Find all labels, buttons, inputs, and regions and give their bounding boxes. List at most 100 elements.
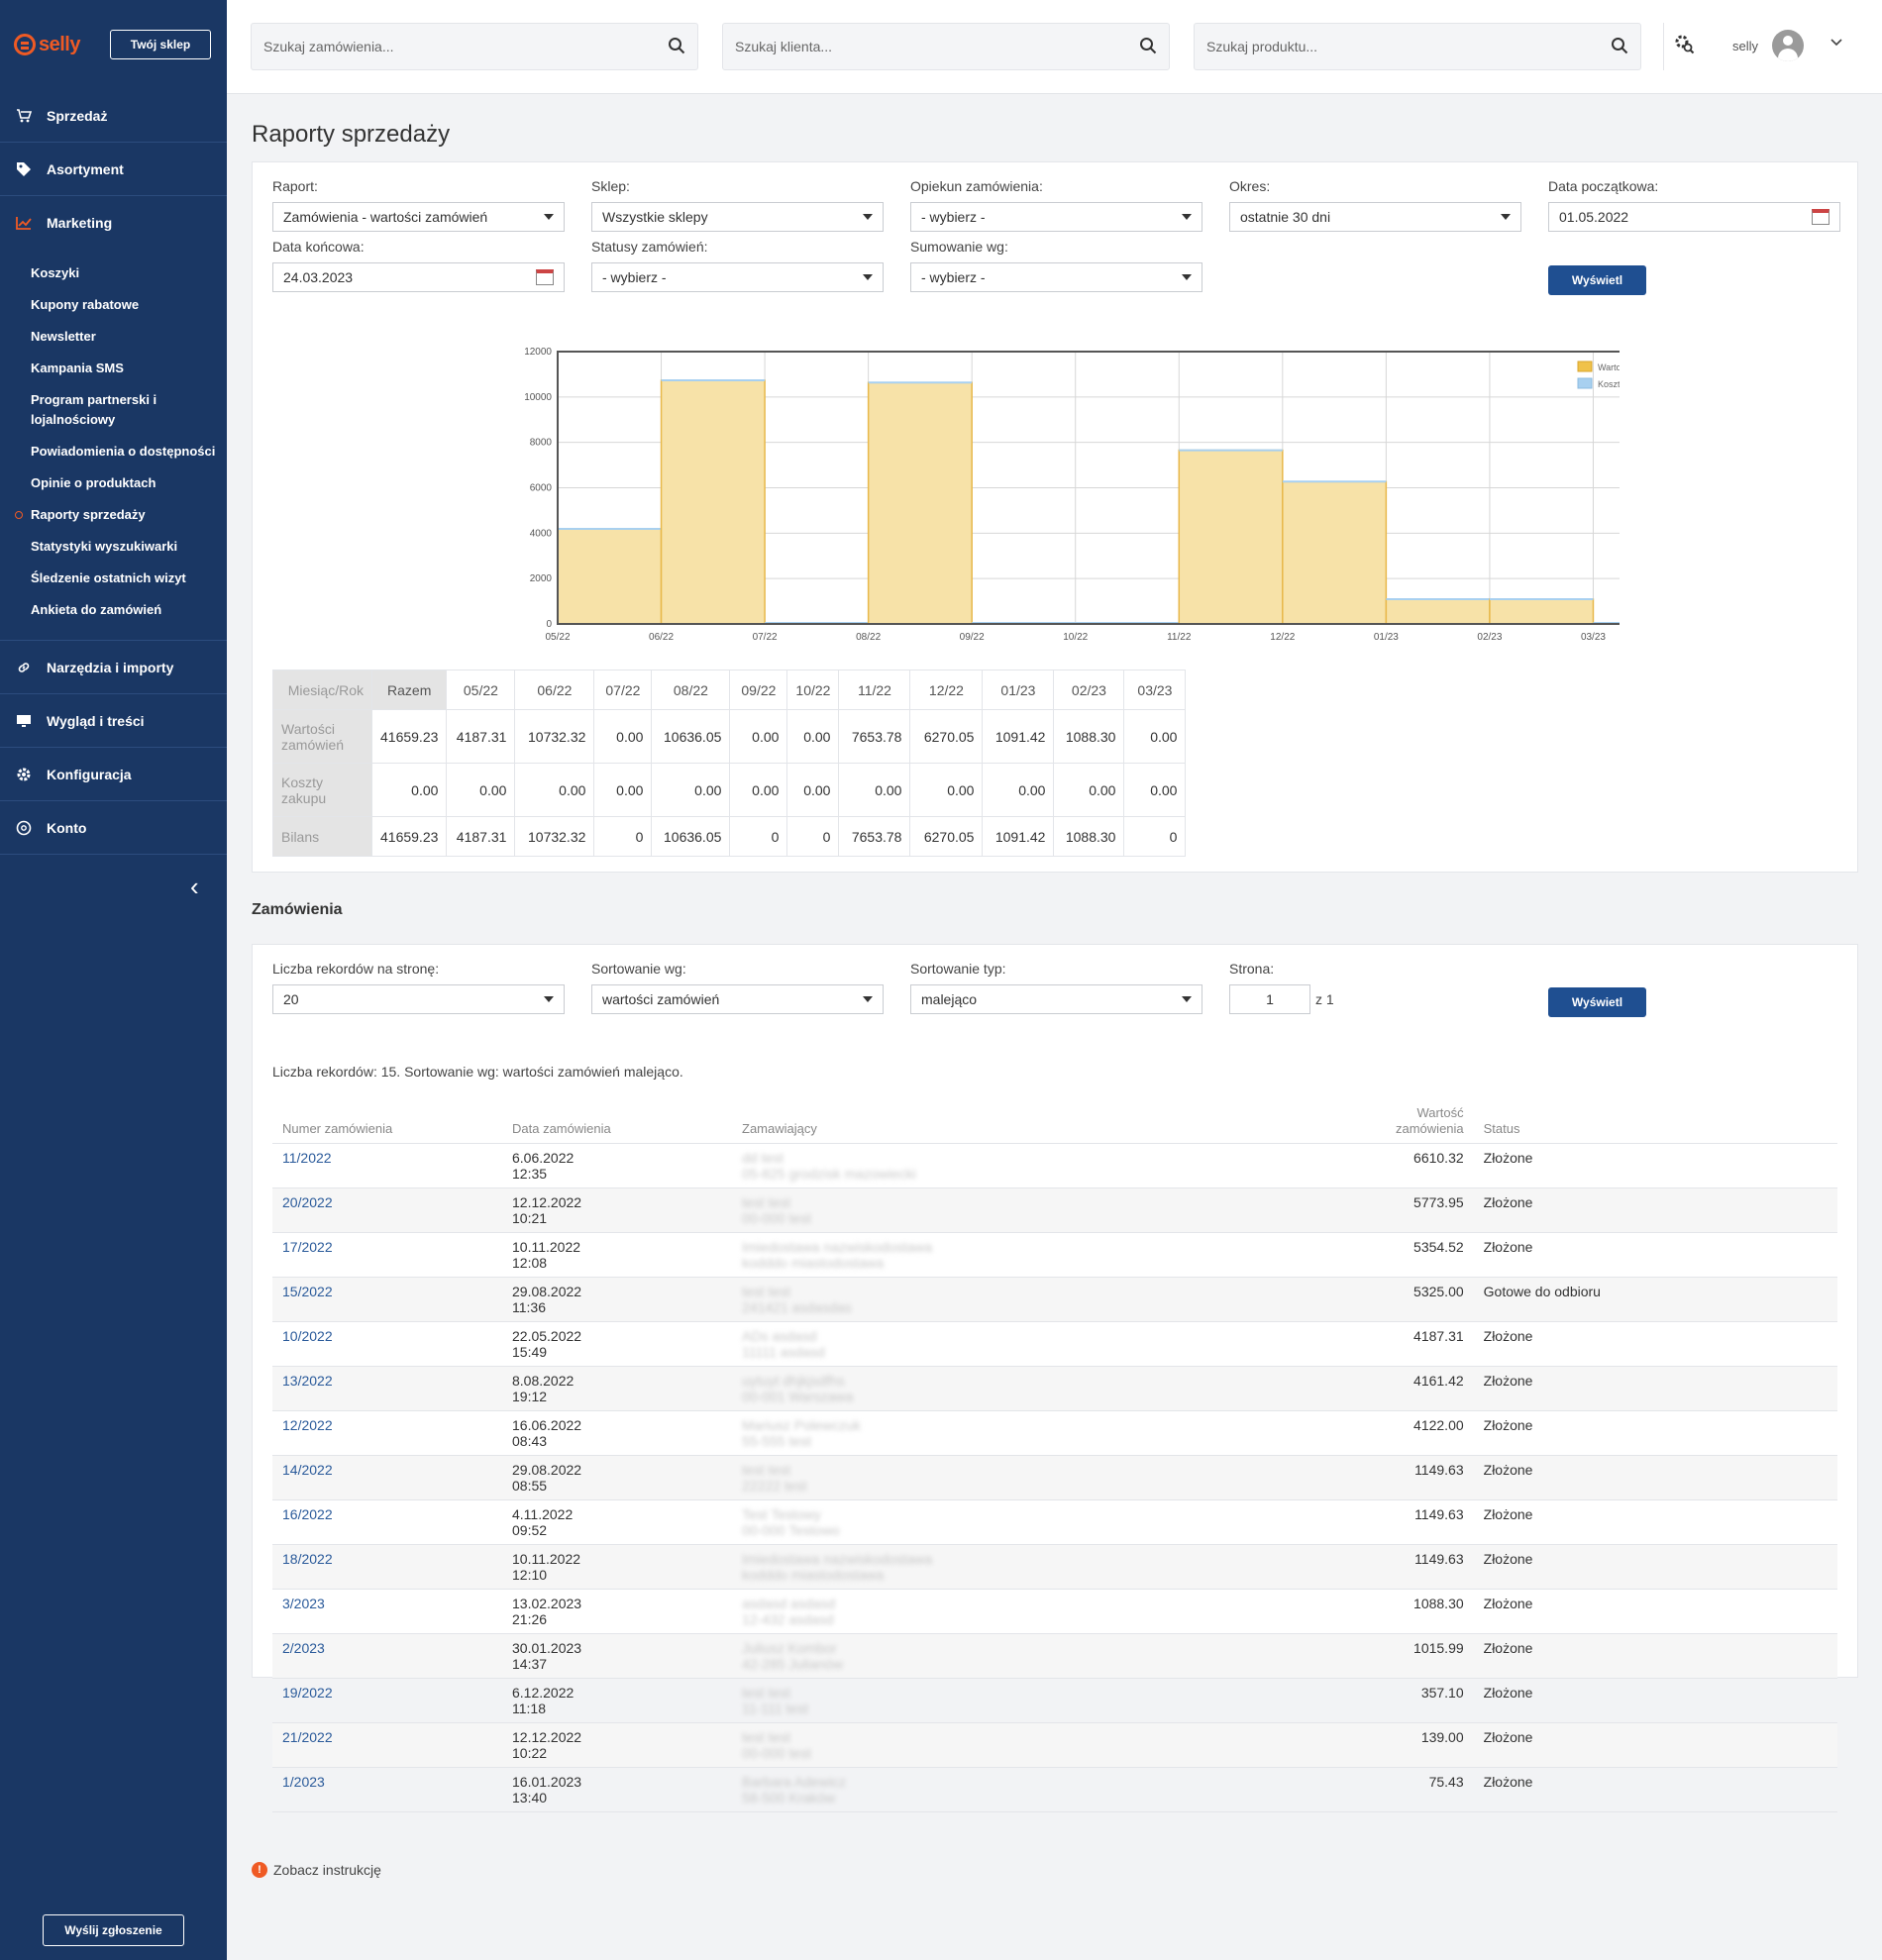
order-number-link[interactable]: 10/2022 xyxy=(272,1321,502,1367)
send-report-button[interactable]: Wyślij zgłoszenie xyxy=(43,1914,184,1946)
sidebar-item-marketing[interactable]: Marketing xyxy=(0,196,227,250)
order-date: 10.11.2022 xyxy=(512,1551,581,1567)
sort-select[interactable]: wartości zamówień xyxy=(591,984,884,1014)
info-icon: ! xyxy=(252,1862,267,1878)
order-number-link[interactable]: 2/2023 xyxy=(272,1633,502,1679)
table-row[interactable]: 15/2022 29.08.2022 11:36 test test 241421 as… xyxy=(272,1277,1837,1322)
order-date: 10.11.2022 xyxy=(512,1239,581,1255)
period-select[interactable]: ostatnie 30 dni xyxy=(1229,202,1521,232)
order-number-link[interactable]: 16/2022 xyxy=(272,1499,502,1545)
table-row[interactable]: 12/2022 16.06.2022 08:43 Mariusz Polewczuk 5… xyxy=(272,1410,1837,1456)
order-number-link[interactable]: 19/2022 xyxy=(272,1678,502,1723)
submenu-item-survey[interactable]: Ankieta do zamówień xyxy=(31,602,162,617)
x-tick-label: 12/22 xyxy=(1270,632,1295,643)
search-product-input[interactable] xyxy=(1206,39,1611,54)
order-number-link[interactable]: 18/2022 xyxy=(272,1544,502,1590)
sidebar-item-assortment[interactable]: Asortyment xyxy=(0,143,227,196)
search-icon[interactable] xyxy=(1139,37,1157,57)
table-row[interactable]: 20/2022 12.12.2022 10:21 test test 00-000 te… xyxy=(272,1187,1837,1233)
search-client-input[interactable] xyxy=(735,39,1139,54)
show-report-button[interactable]: Wyświetl xyxy=(1548,265,1646,295)
keeper-select[interactable]: - wybierz - xyxy=(910,202,1202,232)
search-orders-input[interactable] xyxy=(263,39,668,54)
order-number-link[interactable]: 14/2022 xyxy=(272,1455,502,1500)
period-field: Okres: ostatnie 30 dni xyxy=(1229,178,1521,232)
report-select[interactable]: Zamówienia - wartości zamówień xyxy=(272,202,565,232)
summary-cell: 0.00 xyxy=(729,763,788,817)
sidebar-item-label: Marketing xyxy=(47,215,113,231)
user-menu[interactable]: selly xyxy=(1732,30,1805,61)
customer-cell: Barbara Adewicz 58-500 Kraków xyxy=(732,1767,1386,1812)
user-name: selly xyxy=(1732,38,1759,53)
calendar-icon[interactable] xyxy=(1812,209,1830,225)
table-row[interactable]: 16/2022 4.11.2022 09:52 Test Testowy 00-000 … xyxy=(272,1499,1837,1545)
order-number-link[interactable]: 21/2022 xyxy=(272,1722,502,1768)
table-row[interactable]: 14/2022 29.08.2022 08:55 test test 22222 tes… xyxy=(272,1455,1837,1500)
table-row[interactable]: 3/2023 13.02.2023 21:26 asdasd asdasd 12-432… xyxy=(272,1589,1837,1634)
sidebar-item-configuration[interactable]: Konfiguracja xyxy=(0,748,227,801)
summary-header-cell: 02/23 xyxy=(1053,670,1125,710)
table-row[interactable]: 17/2022 10.11.2022 12:08 Imiedostawa nazwis… xyxy=(272,1232,1837,1278)
submenu-item-search-stats[interactable]: Statystyki wyszukiwarki xyxy=(31,539,178,554)
page-input[interactable]: 1 xyxy=(1229,984,1310,1014)
logo[interactable]: selly xyxy=(14,34,80,56)
sidebar-item-sales[interactable]: Sprzedaż xyxy=(0,89,227,143)
shop-select[interactable]: Wszystkie sklepy xyxy=(591,202,884,232)
table-row[interactable]: 21/2022 12.12.2022 10:22 test test 00-000 te… xyxy=(272,1722,1837,1768)
submenu-item-loyalty[interactable]: Program partnerski i lojalnościowy xyxy=(31,392,157,427)
submenu-item-sms[interactable]: Kampania SMS xyxy=(31,361,124,375)
search-orders xyxy=(251,23,698,70)
submenu-item-reviews[interactable]: Opinie o produktach xyxy=(31,475,157,490)
sidebar-item-appearance[interactable]: Wygląd i treści xyxy=(0,694,227,748)
customer-address: 12-432 asdasd xyxy=(742,1611,834,1627)
table-row[interactable]: 18/2022 10.11.2022 12:10 Imiedostawa nazwis… xyxy=(272,1544,1837,1590)
per-page-select[interactable]: 20 xyxy=(272,984,565,1014)
order-number-link[interactable]: 1/2023 xyxy=(272,1767,502,1812)
chevron-down-icon[interactable] xyxy=(1830,34,1842,50)
sidebar-item-tools[interactable]: Narzędzia i importy xyxy=(0,641,227,694)
order-number-link[interactable]: 15/2022 xyxy=(272,1277,502,1322)
order-number-link[interactable]: 3/2023 xyxy=(272,1589,502,1634)
order-number-link[interactable]: 20/2022 xyxy=(272,1187,502,1233)
order-number-link[interactable]: 13/2022 xyxy=(272,1366,502,1411)
collapse-sidebar-icon[interactable]: ‹ xyxy=(190,872,199,901)
summary-row-values: Wartości zamówień 41659.23 4187.31 10732… xyxy=(272,709,1187,764)
end-date-input[interactable]: 24.03.2023 xyxy=(272,262,565,292)
calendar-icon[interactable] xyxy=(536,269,554,285)
show-orders-button[interactable]: Wyświetl xyxy=(1548,987,1646,1017)
search-icon[interactable] xyxy=(668,37,685,57)
submenu-item-availability[interactable]: Powiadomienia o dostępności xyxy=(31,444,216,459)
table-row[interactable]: 11/2022 6.06.2022 12:35 dd test 05-825 grodz… xyxy=(272,1143,1837,1188)
submenu-item-visits[interactable]: Śledzenie ostatnich wizyt xyxy=(31,570,186,585)
submenu-item-carts[interactable]: Koszyki xyxy=(31,265,80,280)
order-number: 1/2023 xyxy=(282,1774,325,1790)
sum-select[interactable]: - wybierz - xyxy=(910,262,1202,292)
status-select[interactable]: - wybierz - xyxy=(591,262,884,292)
summary-cell: 0 xyxy=(786,816,840,857)
summary-cell: 10732.32 xyxy=(514,709,595,764)
your-shop-button[interactable]: Twój sklep xyxy=(109,30,211,59)
table-row[interactable]: 1/2023 16.01.2023 13:40 Barbara Adewicz 58-5… xyxy=(272,1767,1837,1812)
sidebar-item-account[interactable]: Konto xyxy=(0,801,227,855)
table-row[interactable]: 19/2022 6.12.2022 11:18 test test 11-111 tes… xyxy=(272,1678,1837,1723)
table-row[interactable]: 13/2022 8.08.2022 19:12 uytuyt dhjkjsdfhs 00… xyxy=(272,1366,1837,1411)
submenu-item-sales-reports[interactable]: Raporty sprzedaży xyxy=(0,499,227,531)
start-date-input[interactable]: 01.05.2022 xyxy=(1548,202,1840,232)
submenu-item-coupons[interactable]: Kupony rabatowe xyxy=(31,297,140,312)
summary-header-cell: 11/22 xyxy=(838,670,911,710)
keeper-field: Opiekun zamówienia: - wybierz - xyxy=(910,178,1202,232)
order-date-cell: 12.12.2022 10:22 xyxy=(502,1722,732,1768)
sort-type-select[interactable]: malejąco xyxy=(910,984,1202,1014)
table-row[interactable]: 2/2023 30.01.2023 14:37 Juliusz Kombor 42-28… xyxy=(272,1633,1837,1679)
submenu-item-newsletter[interactable]: Newsletter xyxy=(31,329,96,344)
summary-row-label: Bilans xyxy=(272,816,372,857)
table-row[interactable]: 10/2022 22.05.2022 15:49 ADs asdasd 11111 as… xyxy=(272,1321,1837,1367)
instructions-link[interactable]: ! Zobacz instrukcję xyxy=(252,1862,381,1878)
order-number-link[interactable]: 12/2022 xyxy=(272,1410,502,1456)
search-icon[interactable] xyxy=(1611,37,1628,57)
settings-search-icon[interactable] xyxy=(1673,33,1695,60)
order-number-link[interactable]: 17/2022 xyxy=(272,1232,502,1278)
order-number-link[interactable]: 11/2022 xyxy=(272,1143,502,1188)
order-time: 10:22 xyxy=(512,1745,548,1761)
summary-header-cell: 12/22 xyxy=(909,670,984,710)
